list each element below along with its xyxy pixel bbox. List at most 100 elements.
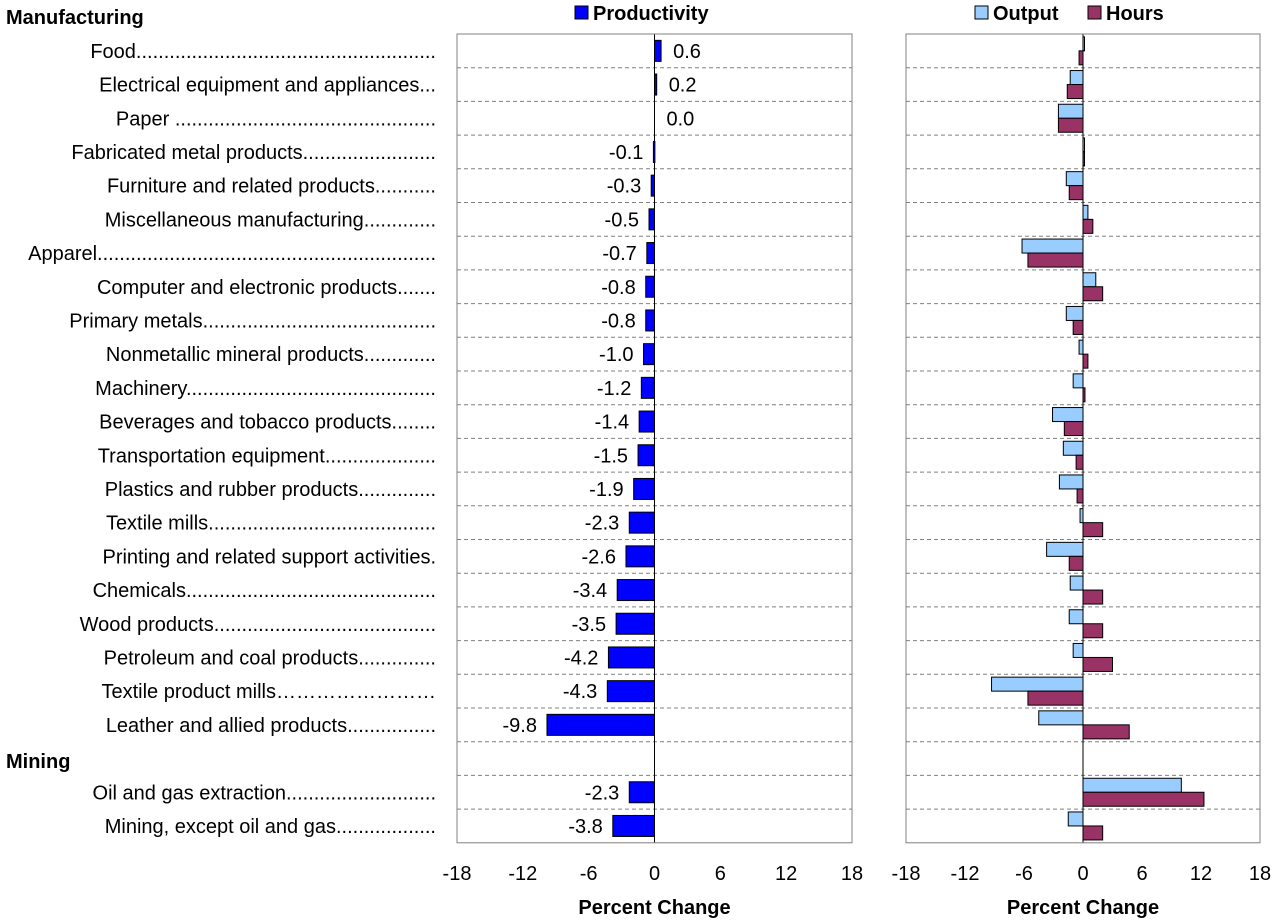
legend-label-output: Output	[993, 3, 1059, 25]
output-bar-electrical-equipment-and-appliances	[1069, 70, 1084, 86]
productivity-value-label: -1.5	[594, 445, 628, 467]
productivity-bar-machinery	[640, 376, 655, 399]
productivity-bar-primary-metals	[645, 309, 656, 332]
hours-bar-printing-and-related-support-activities	[1068, 555, 1084, 571]
row-label-machinery: Machinery...............................…	[95, 378, 436, 400]
productivity-value-label: -1.4	[595, 412, 629, 434]
productivity-value-label: -2.3	[585, 782, 619, 804]
legend-label-productivity: Productivity	[593, 3, 709, 25]
output-bar-chemicals	[1069, 575, 1084, 591]
output-hours-panel: -18 -12 -6 0 6 12 18 Percent Change Output Hour…	[892, 3, 1272, 919]
section-label-manufacturing: Manufacturing	[6, 7, 144, 29]
row-label-computer-and-electronic-products: Computer and electronic products.......	[97, 277, 436, 299]
row-label-plastics-and-rubber-products: Plastics and rubber products............…	[105, 479, 436, 501]
x-tick-label: 12	[775, 863, 797, 885]
productivity-value-label: -0.5	[605, 209, 639, 231]
output-bar-leather-and-allied-products	[1038, 710, 1084, 726]
hours-bar-food	[1078, 50, 1084, 66]
productivity-value-label: -0.3	[607, 176, 641, 198]
x-tick-label: 6	[1136, 863, 1147, 885]
output-bar-beverages-and-tobacco-products	[1052, 407, 1084, 423]
output-bar-transportation-equipment	[1062, 440, 1084, 456]
row-label-apparel: Apparel.................................…	[28, 243, 436, 265]
productivity-bar-mining-except-oil-and-gas	[612, 814, 655, 837]
x-tick-label: 18	[841, 863, 863, 885]
x-axis-title-productivity: Percent Change	[578, 897, 730, 919]
x-tick-label: -18	[443, 863, 472, 885]
output-bar-wood-products	[1068, 609, 1084, 625]
row-label-food: Food....................................…	[90, 41, 436, 63]
hours-bar-textile-mills	[1082, 522, 1104, 538]
row-label-transportation-equipment: Transportation equipment................…	[98, 445, 436, 467]
hours-bar-paper	[1057, 117, 1084, 133]
productivity-bar-textile-product-mills	[606, 680, 656, 703]
hours-bar-transportation-equipment	[1075, 454, 1084, 470]
plot-frame	[456, 33, 853, 844]
x-tick-label: -12	[508, 863, 537, 885]
productivity-bar-oil-and-gas-extraction	[628, 781, 656, 804]
hours-bar-wood-products	[1082, 623, 1104, 639]
row-label-wood-products: Wood products...........................…	[80, 614, 436, 636]
row-labels: Food....................................…	[28, 41, 436, 838]
output-bar-machinery	[1072, 373, 1084, 389]
x-tick-label: 0	[1077, 863, 1088, 885]
output-bar-petroleum-and-coal-products	[1072, 642, 1084, 658]
productivity-value-label: -1.0	[599, 344, 633, 366]
row-label-textile-product-mills: Textile product mills……………………	[101, 681, 436, 703]
productivity-value-label: -2.3	[585, 513, 619, 535]
productivity-value-label: 0.6	[673, 41, 701, 63]
legend-swatch-hours	[1087, 5, 1102, 20]
x-tick-label: 18	[1249, 863, 1271, 885]
row-label-chemicals: Chemicals...............................…	[93, 580, 436, 602]
output-bar-oil-and-gas-extraction	[1082, 777, 1182, 793]
productivity-value-label: -1.9	[589, 479, 623, 501]
row-label-leather-and-allied-products: Leather and allied products.............…	[106, 715, 436, 737]
hours-bar-fabricated-metal-products	[1082, 151, 1085, 167]
section-label-mining: Mining	[6, 751, 70, 773]
row-label-petroleum-and-coal-products: Petroleum and coal products.............…	[104, 647, 436, 669]
productivity-value-label: -3.8	[568, 816, 602, 838]
output-bar-nonmetallic-mineral-products	[1078, 339, 1084, 355]
row-label-miscellaneous-manufacturing: Miscellaneous manufacturing.............	[105, 209, 436, 231]
productivity-bar-computer-and-electronic-products	[645, 275, 656, 298]
productivity-bar-apparel	[646, 242, 656, 265]
hours-bar-nonmetallic-mineral-products	[1082, 353, 1089, 369]
output-bar-printing-and-related-support-activities	[1046, 541, 1084, 557]
productivity-value-label: -0.8	[601, 310, 635, 332]
x-axis-title-output-hours: Percent Change	[1007, 897, 1159, 919]
output-bar-food	[1082, 36, 1085, 52]
x-tick-label: -18	[892, 863, 921, 885]
hours-bar-machinery	[1082, 387, 1086, 403]
row-label-printing-and-related-support-activities: Printing and related support activities.	[102, 546, 436, 568]
hours-bar-computer-and-electronic-products	[1082, 286, 1104, 302]
output-bar-miscellaneous-manufacturing	[1082, 204, 1089, 220]
output-bar-plastics-and-rubber-products	[1058, 474, 1084, 490]
productivity-value-label: 0.0	[667, 108, 695, 130]
legend-label-hours: Hours	[1106, 3, 1164, 25]
productivity-value-label: -2.6	[582, 546, 616, 568]
productivity-bar-fabricated-metal-products	[652, 140, 656, 163]
productivity-panel: 0.6 0.2 0.0 -0.1 -0.3 -0.5 -0.7 -0.8 -0.8 -1.0 -1.…	[443, 3, 864, 919]
x-tick-label: -6	[580, 863, 598, 885]
row-label-mining-except-oil-and-gas: Mining, except oil and gas..............…	[105, 816, 436, 838]
productivity-bar-wood-products	[615, 612, 656, 635]
productivity-value-label: -9.8	[503, 715, 537, 737]
hours-bar-beverages-and-tobacco-products	[1063, 421, 1084, 437]
output-bar-computer-and-electronic-products	[1082, 272, 1097, 288]
productivity-bar-food	[654, 39, 662, 62]
legend-output-hours: Output Hours	[974, 3, 1164, 25]
output-bar-fabricated-metal-products	[1082, 137, 1085, 153]
hours-bar-primary-metals	[1072, 319, 1084, 335]
row-label-furniture-and-related-products: Furniture and related products..........…	[107, 176, 436, 198]
productivity-bar-beverages-and-tobacco-products	[638, 410, 656, 433]
hours-bar-miscellaneous-manufacturing	[1082, 218, 1094, 234]
output-bar-mining-except-oil-and-gas	[1067, 811, 1084, 827]
productivity-bar-nonmetallic-mineral-products	[643, 343, 655, 366]
row-label-oil-and-gas-extraction: Oil and gas extraction..................…	[93, 782, 436, 804]
productivity-value-label: 0.2	[669, 75, 697, 97]
hours-bar-chemicals	[1082, 589, 1104, 605]
productivity-value-label: -0.1	[609, 142, 643, 164]
row-label-nonmetallic-mineral-products: Nonmetallic mineral products............…	[106, 344, 436, 366]
hours-bar-electrical-equipment-and-appliances	[1066, 84, 1084, 100]
